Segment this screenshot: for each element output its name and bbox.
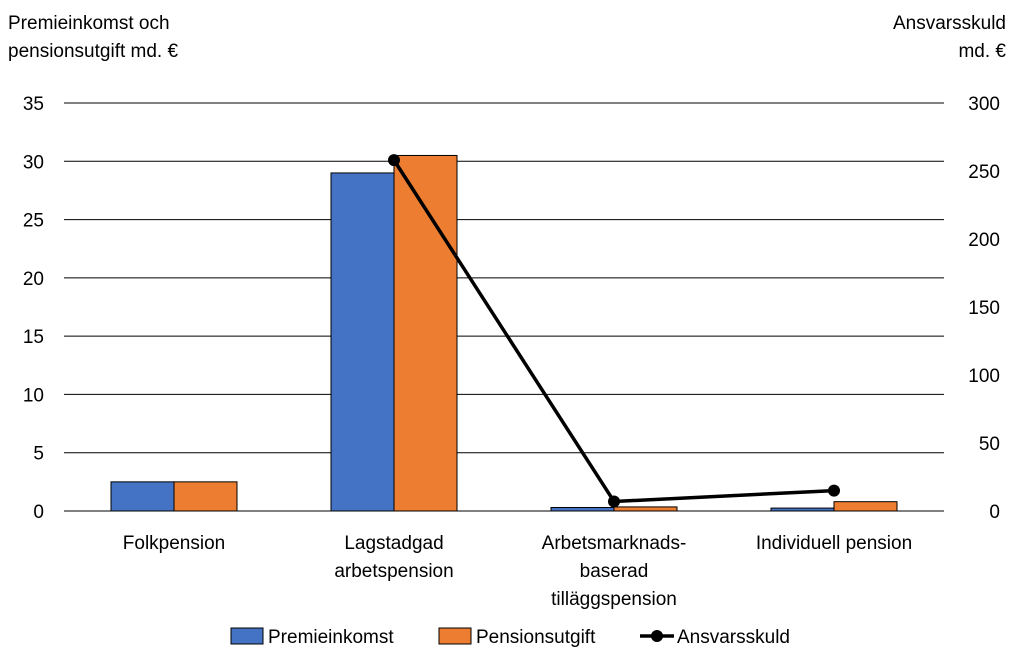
legend-label-premieinkomst: Premieinkomst bbox=[268, 627, 394, 648]
liability-line bbox=[388, 154, 840, 508]
category-labels: Folkpension Lagstadgad arbetspension Arbets… bbox=[123, 533, 912, 610]
category-label: arbetspension bbox=[334, 561, 453, 582]
left-axis-title-line-1: Premieinkomst och bbox=[8, 13, 170, 34]
right-tick-label: 0 bbox=[989, 502, 1000, 523]
category-label: Folkpension bbox=[123, 533, 225, 554]
legend-swatch-pensionsutgift bbox=[438, 627, 472, 645]
legend-marker-ansvarsskuld bbox=[651, 630, 663, 642]
left-tick-label: 30 bbox=[23, 152, 44, 173]
left-tick-label: 35 bbox=[23, 94, 44, 115]
bar-pensionsutgift-2 bbox=[613, 506, 678, 512]
bar-premieinkomst-3 bbox=[770, 507, 835, 512]
left-tick-label: 20 bbox=[23, 269, 44, 290]
legend-label-ansvarsskuld: Ansvarsskuld bbox=[677, 627, 790, 648]
right-tick-label: 150 bbox=[968, 298, 1000, 319]
category-label: baserad bbox=[580, 561, 649, 582]
line-point-ansvarsskuld bbox=[828, 484, 840, 497]
left-tick-label: 0 bbox=[33, 502, 44, 523]
left-tick-label: 5 bbox=[33, 444, 44, 465]
bars bbox=[110, 154, 898, 512]
left-tick-label: 25 bbox=[23, 211, 44, 232]
category-label: Individuell pension bbox=[756, 533, 912, 554]
left-axis-ticks: 0 5 10 15 20 25 30 35 bbox=[23, 94, 44, 523]
gridlines bbox=[64, 102, 944, 512]
bar-premieinkomst-1 bbox=[330, 172, 395, 512]
category-label: tilläggspension bbox=[551, 589, 677, 610]
left-tick-label: 10 bbox=[23, 385, 44, 406]
right-axis-title-line-1: Ansvarsskuld bbox=[893, 13, 1006, 34]
legend: Premieinkomst Pensionsutgift Ansvarsskuld bbox=[230, 627, 790, 648]
category-label: Lagstadgad bbox=[344, 533, 443, 554]
right-tick-label: 100 bbox=[968, 366, 1000, 387]
right-axis-title-line-2: md. € bbox=[958, 41, 1006, 62]
bar-pensionsutgift-3 bbox=[833, 501, 898, 512]
category-label: Arbetsmarknads- bbox=[542, 533, 687, 554]
left-axis-title-line-2: pensionsutgift md. € bbox=[8, 41, 178, 62]
line-ansvarsskuld bbox=[392, 159, 835, 504]
line-point-ansvarsskuld bbox=[608, 495, 620, 508]
right-tick-label: 300 bbox=[968, 94, 1000, 115]
bar-pensionsutgift-1 bbox=[393, 154, 458, 512]
bar-premieinkomst-0 bbox=[110, 481, 175, 512]
left-tick-label: 15 bbox=[23, 327, 44, 348]
right-tick-label: 200 bbox=[968, 230, 1000, 251]
legend-label-pensionsutgift: Pensionsutgift bbox=[476, 627, 596, 648]
right-axis-ticks: 0 50 100 150 200 250 300 bbox=[968, 94, 1000, 523]
line-point-ansvarsskuld bbox=[388, 154, 400, 167]
bar-pensionsutgift-0 bbox=[173, 481, 238, 512]
legend-swatch-premieinkomst bbox=[230, 627, 264, 645]
bar-premieinkomst-2 bbox=[550, 507, 615, 512]
right-tick-label: 50 bbox=[979, 434, 1000, 455]
right-tick-label: 250 bbox=[968, 162, 1000, 183]
